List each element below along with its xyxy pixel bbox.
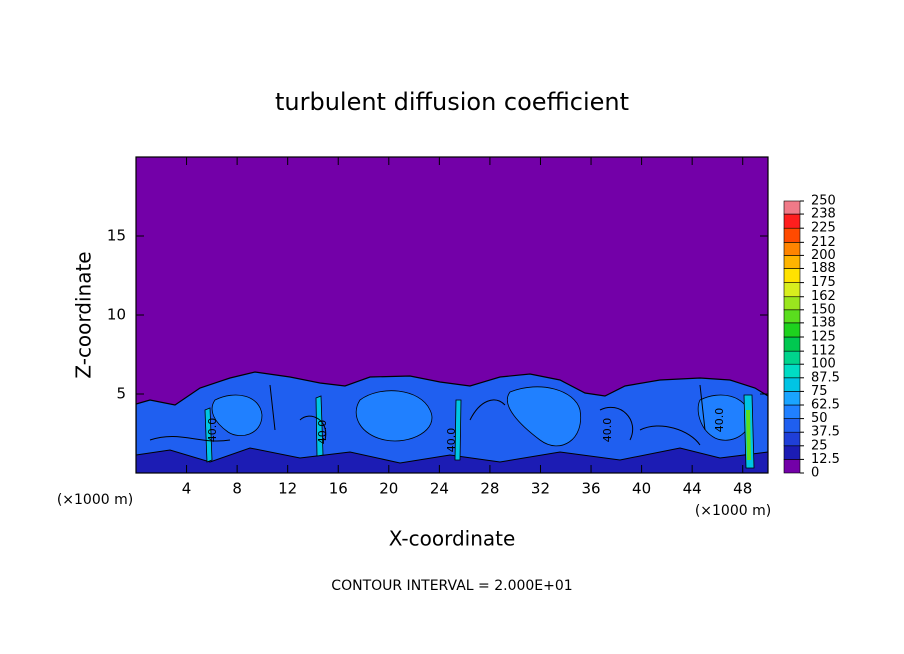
x-tick-label: 44 xyxy=(683,480,702,498)
colorbar-segment xyxy=(783,391,801,406)
colorbar-segment xyxy=(783,282,801,298)
x-tick-label: 36 xyxy=(581,480,600,498)
colorbar-segment xyxy=(783,268,801,283)
colorbar-tick-label: 212 xyxy=(811,235,836,250)
x-axis-label: X-coordinate xyxy=(389,527,516,551)
colorbar-tick-label: 62.5 xyxy=(811,398,840,413)
y-tick-label: 5 xyxy=(116,385,126,403)
x-tick-label: 28 xyxy=(480,480,499,498)
colorbar-tick-label: 150 xyxy=(811,302,836,317)
x-tick-label: 32 xyxy=(531,480,550,498)
x-tick-label: 40 xyxy=(632,480,651,498)
colorbar-segment xyxy=(783,213,801,229)
colorbar-segment xyxy=(783,404,801,419)
x-tick-label: 20 xyxy=(379,480,398,498)
colorbar-tick-label: 200 xyxy=(811,248,836,263)
colorbar-segment xyxy=(783,459,801,474)
colorbar-segment xyxy=(783,445,801,460)
y-axis-label: Z-coordinate xyxy=(72,251,96,378)
x-tick-label: 24 xyxy=(430,480,449,498)
x-tick-label: 16 xyxy=(329,480,348,498)
colorbar-tick-label: 112 xyxy=(811,344,836,359)
field-dark xyxy=(136,447,768,473)
y-tick-label: 10 xyxy=(107,306,126,324)
colorbar-segment xyxy=(783,418,801,433)
colorbar-segment xyxy=(783,309,801,324)
colorbar-segment xyxy=(783,322,801,338)
footer-note: CONTOUR INTERVAL = 2.000E+01 xyxy=(331,578,572,594)
colorbar-tick-label: 225 xyxy=(811,221,836,236)
contour-label: 40.0 xyxy=(445,428,458,453)
colorbar-tick-label: 100 xyxy=(811,357,836,372)
x-tick-label: 48 xyxy=(733,480,752,498)
chart-title: turbulent diffusion coefficient xyxy=(275,88,629,116)
colorbar-tick-label: 0 xyxy=(811,466,819,481)
x-tick-label: 8 xyxy=(232,480,242,498)
x-unit-label: (×1000 m) xyxy=(695,503,771,519)
colorbar-segment xyxy=(783,363,801,379)
colorbar-tick-label: 188 xyxy=(811,261,836,276)
colorbar-segment xyxy=(783,227,801,243)
x-tick-label: 12 xyxy=(278,480,297,498)
y-tick-label: 15 xyxy=(107,227,126,245)
colorbar-tick-label: 12.5 xyxy=(811,452,840,467)
colorbar-tick-label: 75 xyxy=(811,384,828,399)
x-unit-label: (×1000 m) xyxy=(57,492,133,508)
colorbar-tick-label: 138 xyxy=(811,315,836,330)
colorbar-tick-label: 37.5 xyxy=(811,425,840,440)
colorbar-segment xyxy=(783,431,801,447)
colorbar-tick-label: 250 xyxy=(811,194,836,209)
field-light xyxy=(211,386,751,447)
contour-label: 40.0 xyxy=(206,418,219,443)
contour-label: 40.0 xyxy=(316,420,329,445)
field-cyan xyxy=(204,394,755,469)
colorbar-segment xyxy=(783,296,801,311)
colorbar-tick-label: 87.5 xyxy=(811,370,840,385)
colorbar-segment xyxy=(783,350,801,365)
colorbar-tick-label: 162 xyxy=(811,289,836,304)
colorbar-segment xyxy=(783,377,801,392)
colorbar-tick-label: 25 xyxy=(811,438,828,453)
colorbar-tick-label: 175 xyxy=(811,275,836,290)
contour-field xyxy=(136,371,768,473)
colorbar-segment xyxy=(783,255,801,269)
colorbar-tick-label: 50 xyxy=(811,411,828,426)
contour-lines xyxy=(149,384,706,446)
colorbar-segment xyxy=(783,336,801,352)
x-tick-label: 4 xyxy=(182,480,192,498)
field-region xyxy=(136,371,768,473)
colorbar-tick-label: 238 xyxy=(811,207,836,222)
colorbar-segment xyxy=(783,242,801,256)
contour-label: 40.0 xyxy=(713,408,726,433)
colorbar-tick-label: 125 xyxy=(811,330,836,345)
contour-label: 40.0 xyxy=(601,418,614,443)
colorbar-segment xyxy=(783,200,801,215)
field-green xyxy=(746,410,751,460)
